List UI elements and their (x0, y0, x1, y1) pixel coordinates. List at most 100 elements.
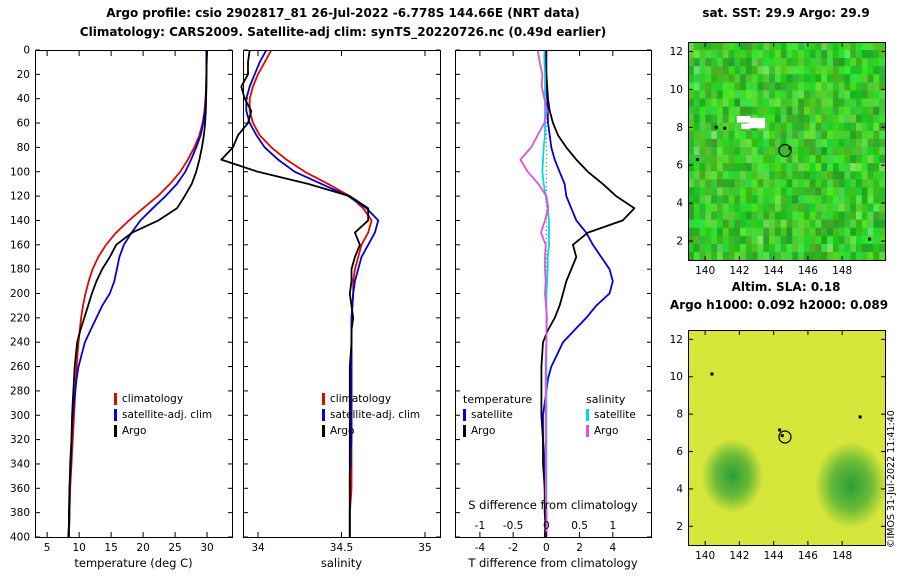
sla-map: 140 142 144 146 148 2 4 6 8 10 12 (670, 330, 886, 562)
legend-item-t-satellite: satellite (463, 407, 532, 423)
svg-text:140: 140 (10, 215, 30, 227)
svg-text:8: 8 (676, 409, 683, 421)
svg-text:34: 34 (251, 542, 265, 554)
temperature-profile-satellite-adj-clim (68, 49, 208, 538)
sst-map-title: sat. SST: 29.9 Argo: 29.9 (702, 6, 870, 20)
climatology-line-swatch (114, 393, 117, 405)
svg-text:10: 10 (670, 84, 683, 96)
svg-text:142: 142 (729, 265, 749, 277)
salinity-profile-panel: 34 34.5 35 (220, 49, 441, 554)
argo-height-title: Argo h1000: 0.092 h2000: 0.089 (669, 298, 889, 312)
legend-item-climatology: climatology (114, 391, 212, 407)
map-frame (688, 330, 886, 546)
s-difference-axis-label: S difference from climatology (468, 498, 638, 512)
sst-missing-data-patch (748, 117, 766, 129)
panel-frame (455, 50, 652, 538)
svg-text:15: 15 (104, 542, 117, 554)
map-data-speck (778, 428, 782, 432)
svg-text:360: 360 (10, 483, 30, 495)
svg-text:400: 400 (10, 532, 30, 544)
difference-panel-legend-temperature: temperature satellite Argo (463, 391, 532, 439)
svg-text:180: 180 (10, 264, 30, 276)
map-data-speck (780, 434, 784, 438)
figure-title: Argo profile: csio 2902817_81 26-Jul-202… (106, 6, 580, 20)
svg-text:280: 280 (10, 385, 30, 397)
legend-label-argo: Argo (330, 425, 355, 437)
svg-text:25: 25 (168, 542, 181, 554)
svg-text:80: 80 (17, 142, 30, 154)
figure-subtitle: Climatology: CARS2009. Satellite-adj cli… (79, 25, 607, 39)
salinity-axis-label: salinity (320, 556, 363, 570)
svg-text:-4: -4 (475, 542, 486, 554)
svg-text:40: 40 (17, 93, 30, 105)
svg-text:12: 12 (670, 334, 683, 346)
svg-text:160: 160 (10, 239, 30, 251)
imos-timestamp: ©IMOS 31-Jul-2022 11:41:40 (886, 410, 897, 548)
svg-text:200: 200 (10, 288, 30, 300)
svg-text:4: 4 (609, 542, 616, 554)
legend-label-climatology: climatology (330, 393, 392, 405)
sst-missing-data-patch (741, 123, 750, 130)
map-frame (688, 42, 886, 261)
svg-text:142: 142 (729, 550, 749, 562)
argo-float-position-marker (778, 430, 792, 444)
svg-text:34.5: 34.5 (330, 542, 353, 554)
svg-text:300: 300 (10, 410, 30, 422)
svg-text:2: 2 (576, 542, 583, 554)
legend-label-t-satellite: satellite (471, 409, 513, 421)
legend-item-argo: Argo (322, 423, 420, 439)
temperature-profile-argo (67, 50, 208, 538)
svg-text:6: 6 (676, 160, 683, 172)
s-argo-line-swatch (586, 425, 589, 437)
legend-label-satellite-adj-clim: satellite-adj. clim (330, 409, 421, 421)
svg-text:0.5: 0.5 (571, 520, 588, 532)
svg-text:144: 144 (764, 550, 784, 562)
map-data-speck (723, 126, 727, 130)
difference-profile-salinity-argo (519, 49, 550, 537)
sla-map-title: Altim. SLA: 0.18 (731, 280, 841, 294)
climatology-line-swatch (322, 393, 325, 405)
legend-label-s-argo: Argo (594, 425, 619, 437)
legend-label-t-argo: Argo (471, 425, 496, 437)
svg-text:0: 0 (543, 520, 550, 532)
map-data-speck (695, 158, 699, 162)
argo-float-position-marker (778, 143, 792, 158)
temperature-panel-legend: climatology satellite-adj. clim Argo (114, 391, 212, 439)
legend-header-temperature: temperature (463, 392, 533, 406)
difference-profile-panel: -4 -2 0 2 4 -1 -0.5 0 0.5 1 (455, 49, 652, 554)
svg-text:144: 144 (764, 265, 784, 277)
svg-text:146: 146 (798, 265, 818, 277)
svg-text:140: 140 (695, 265, 715, 277)
difference-profile-temperature-argo (540, 49, 636, 538)
svg-text:6: 6 (676, 446, 683, 458)
sst-missing-data-patch (736, 115, 751, 123)
svg-text:4: 4 (676, 198, 683, 210)
svg-text:-0.5: -0.5 (503, 520, 524, 532)
svg-text:60: 60 (17, 118, 30, 130)
temperature-profile-panel: 5 10 15 20 25 3002040608010012014016018020022… (10, 45, 233, 554)
svg-text:220: 220 (10, 312, 30, 324)
legend-label-satellite-adj-clim: satellite-adj. clim (122, 409, 213, 421)
t-satellite-line-swatch (463, 409, 466, 421)
sst-map: 140 142 144 146 148 2 4 6 8 10 12 (670, 42, 886, 277)
legend-item-satellite-adj-clim: satellite-adj. clim (114, 407, 212, 423)
svg-text:0: 0 (23, 45, 30, 57)
temperature-axis-label: temperature (deg C) (74, 556, 193, 570)
satellite-adj-clim-line-swatch (322, 409, 325, 421)
svg-text:148: 148 (832, 265, 852, 277)
svg-text:320: 320 (10, 434, 30, 446)
svg-text:2: 2 (676, 521, 683, 533)
svg-text:146: 146 (798, 550, 818, 562)
map-data-speck (714, 125, 718, 129)
argo-line-swatch (114, 425, 117, 437)
salinity-profile-satellite-adj-clim (245, 49, 380, 537)
svg-text:380: 380 (10, 507, 30, 519)
svg-text:4: 4 (676, 483, 683, 495)
svg-text:1: 1 (609, 520, 616, 532)
legend-label-s-satellite: satellite (594, 409, 636, 421)
svg-text:10: 10 (72, 542, 85, 554)
legend-item-s-satellite: satellite (586, 407, 636, 423)
svg-text:-1: -1 (475, 520, 485, 532)
svg-text:5: 5 (44, 542, 51, 554)
salinity-profile-argo (220, 49, 370, 537)
